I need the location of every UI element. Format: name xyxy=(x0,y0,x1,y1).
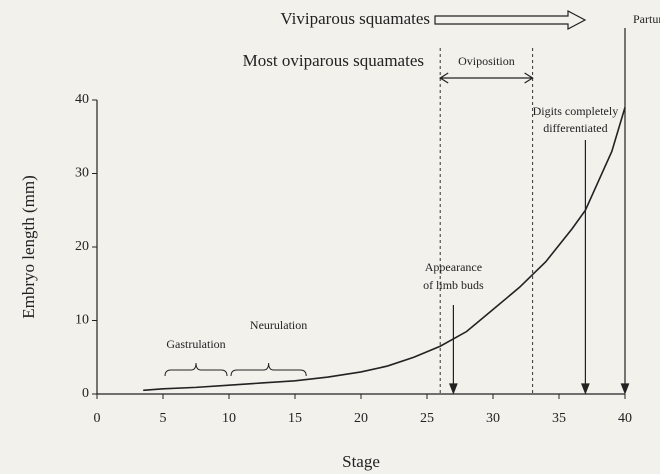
x-axis-label: Stage xyxy=(342,452,380,471)
y-tick-label: 30 xyxy=(75,166,89,181)
event-label: Parturition xyxy=(633,12,660,26)
event-label: differentiated xyxy=(543,121,607,135)
y-axis-label: Embryo length (mm) xyxy=(19,175,38,319)
x-tick-label: 5 xyxy=(160,411,167,426)
event-label: of limb buds xyxy=(423,278,484,292)
period-brace xyxy=(164,362,228,377)
growth-curve xyxy=(143,107,626,392)
oviposition-label: Oviposition xyxy=(458,54,515,68)
event-label: Digits completely xyxy=(533,104,619,118)
x-tick-label: 0 xyxy=(94,411,101,426)
oviparous-label: Most oviparous squamates xyxy=(243,51,424,70)
x-tick-label: 15 xyxy=(288,411,302,426)
period-label: Neurulation xyxy=(250,318,307,332)
x-tick-label: 25 xyxy=(420,411,434,426)
event-arrow xyxy=(620,28,630,395)
event-arrow xyxy=(581,140,590,395)
viviparous-label: Viviparous squamates xyxy=(280,9,430,28)
y-tick-label: 0 xyxy=(82,386,89,401)
x-tick-label: 10 xyxy=(222,411,236,426)
event-arrow xyxy=(449,305,458,395)
y-tick-label: 20 xyxy=(75,239,89,254)
event-label: Appearance xyxy=(425,260,482,274)
period-brace xyxy=(230,362,307,377)
x-tick-label: 20 xyxy=(354,411,368,426)
x-tick-label: 30 xyxy=(486,411,500,426)
viviparous-arrow xyxy=(434,10,587,30)
oviposition-arrow xyxy=(439,72,534,84)
x-tick-label: 35 xyxy=(552,411,566,426)
period-label: Gastrulation xyxy=(166,337,225,351)
y-tick-label: 10 xyxy=(75,313,89,328)
y-tick-label: 40 xyxy=(75,92,89,107)
x-tick-label: 40 xyxy=(618,411,632,426)
